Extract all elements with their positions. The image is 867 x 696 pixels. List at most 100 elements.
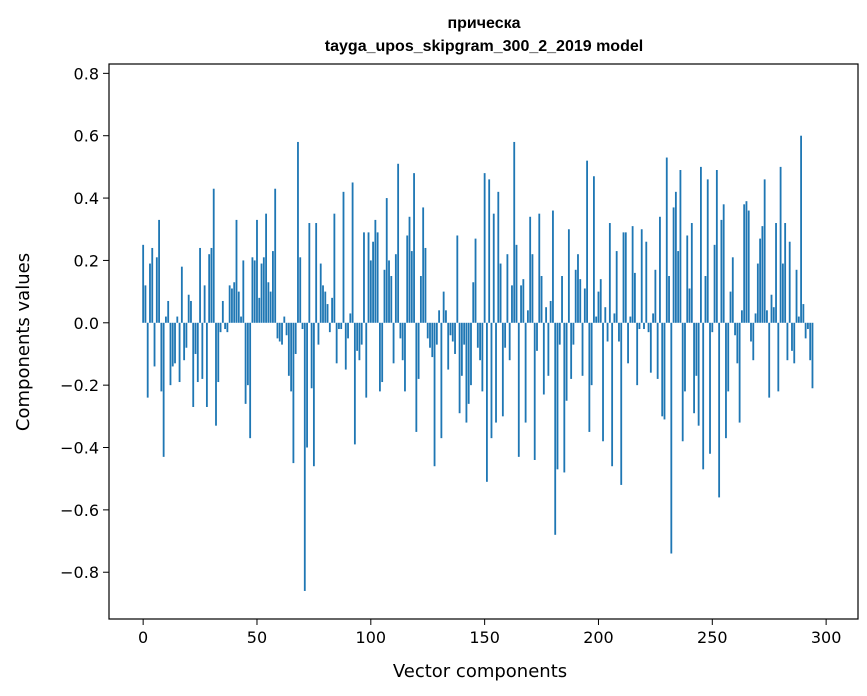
y-tick-label: 0.0 [74,314,99,333]
bar [743,204,746,323]
bar [495,322,497,423]
bar [406,235,409,323]
bar [556,322,559,470]
bar [246,322,249,386]
bar [237,291,240,323]
bar [249,322,252,439]
bar [399,322,402,339]
bar [522,279,525,323]
chart-subtitle: tayga_upos_skipgram_300_2_2019 model [325,38,643,55]
bar [624,232,627,323]
bar [638,322,641,330]
bar [160,322,163,392]
bar [470,322,472,386]
bar [276,322,279,339]
bar [672,207,675,323]
bar [231,288,233,323]
bar [777,322,780,392]
bar [745,201,748,323]
bar [654,269,657,323]
bar [656,322,659,379]
bar [294,322,297,354]
x-axis-ticks: 0 50 100 150 200 250 300 [138,619,841,647]
bar [804,322,807,339]
bar [490,322,493,439]
bar [297,141,299,323]
bar [531,254,534,323]
bar [369,260,372,323]
bar [244,322,247,404]
bar [306,322,308,448]
bar [611,322,614,467]
bar [410,251,413,323]
bar [779,166,782,323]
bar [272,251,274,323]
bar [604,307,607,323]
bar [690,223,693,323]
y-tick-label: −0.2 [60,376,99,395]
bar [335,322,338,364]
bar [791,322,793,351]
bar [718,322,721,498]
bar [520,285,522,323]
bar [190,300,192,323]
bar [800,135,802,323]
bar [256,219,258,323]
bar [431,322,434,358]
bar [597,291,600,323]
bar [429,322,431,348]
bar [697,322,700,426]
bar [811,322,814,389]
bar [684,322,686,392]
bars-group [142,135,814,591]
x-tick-label: 250 [697,628,728,647]
bar [351,182,354,323]
bar [146,322,149,398]
bar [752,322,755,361]
bar [643,322,645,330]
bar [647,322,650,333]
bar [709,322,711,454]
bar [215,322,217,426]
bar [809,322,812,361]
bar [711,322,714,333]
bar [727,322,730,392]
bar [433,322,436,467]
bar [693,322,695,414]
bar [171,322,174,367]
bar [319,263,322,323]
bar [165,316,167,323]
bar [374,219,377,323]
bar [424,247,427,323]
bar [663,322,666,420]
bar [472,282,475,323]
bar [747,210,750,323]
bar [383,269,386,323]
bar [422,207,425,323]
bar [203,285,206,323]
bar [766,310,768,323]
bar [419,276,422,323]
x-tick-label: 100 [356,628,387,647]
bar [174,322,176,364]
bar [577,254,579,323]
bar [415,322,418,432]
bar [631,226,634,323]
bar [440,322,443,439]
bar [233,282,236,323]
bar [344,322,347,370]
bar [438,310,441,323]
x-axis-label: Vector components [393,661,567,682]
bar [463,322,466,345]
bar [149,263,151,323]
bar [807,322,809,330]
bar [208,254,211,323]
bar [590,322,593,386]
bar [285,322,288,336]
bar [488,179,491,323]
bar [401,322,404,361]
bar [511,285,513,323]
bar [185,322,188,348]
bar [565,322,568,401]
